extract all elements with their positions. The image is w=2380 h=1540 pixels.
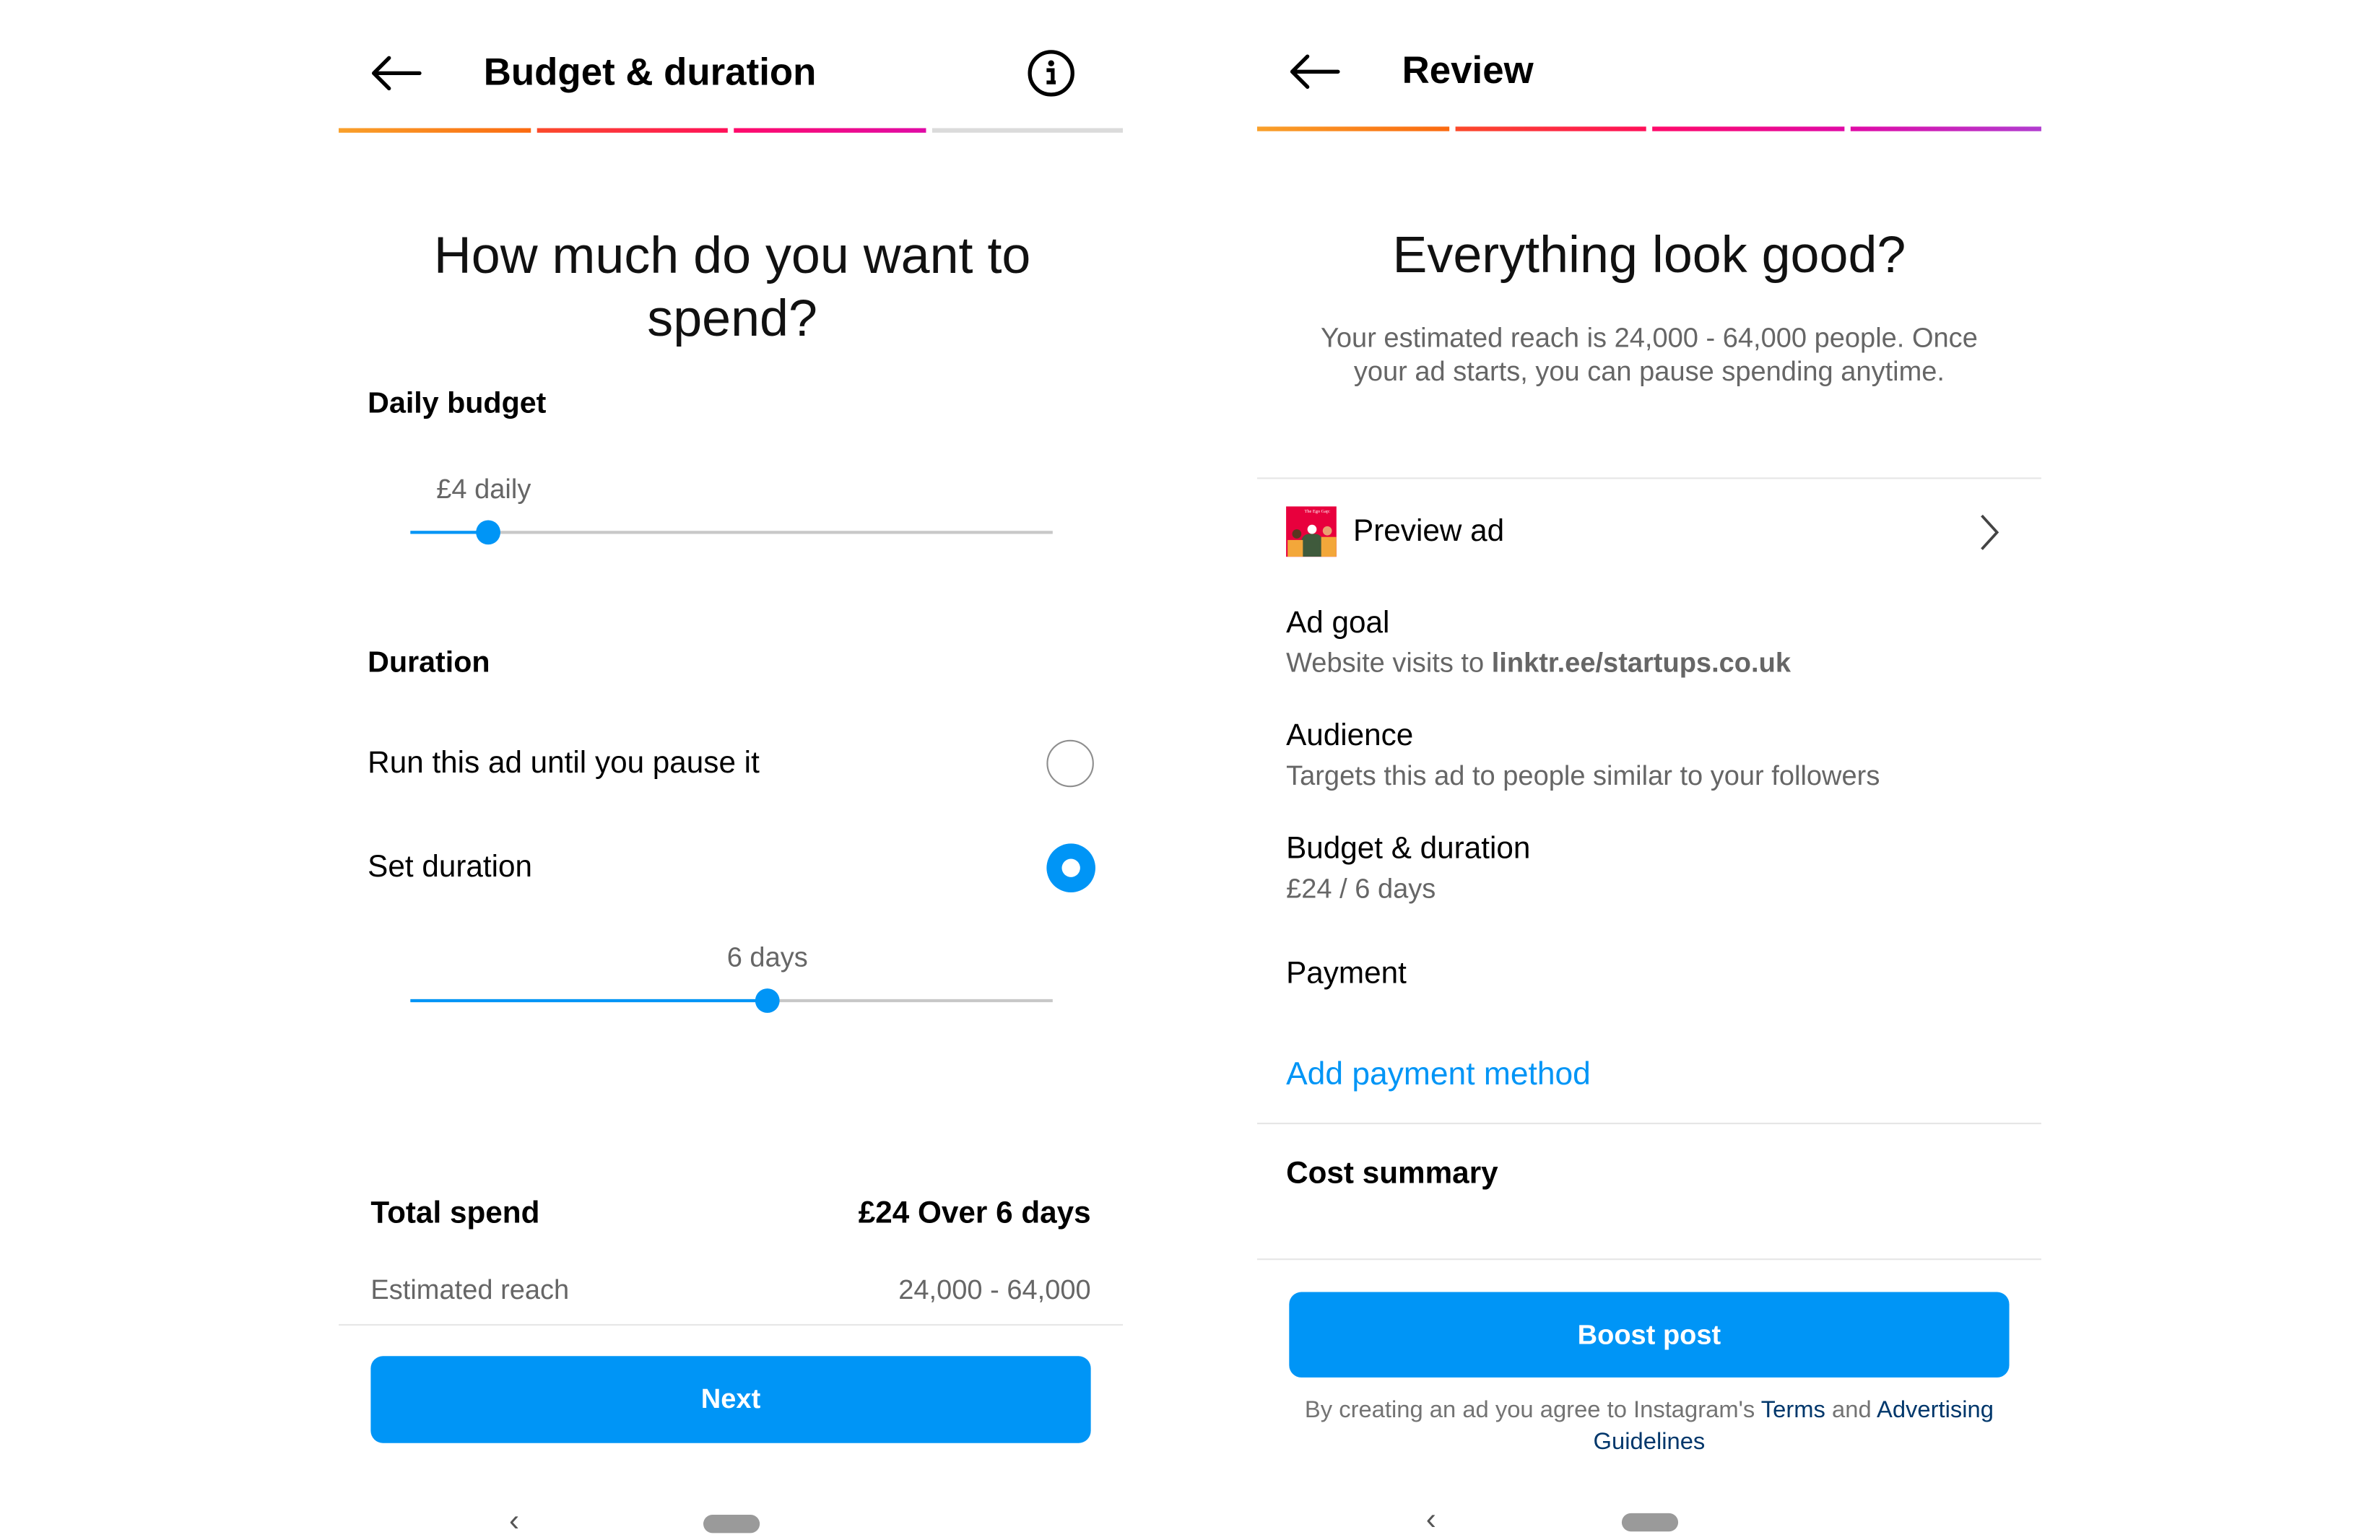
divider <box>1256 1258 2041 1261</box>
question-heading: How much do you want to spend? <box>433 227 1031 348</box>
next-button[interactable]: Next <box>370 1356 1091 1443</box>
audience-value: Targets this ad to people similar to you… <box>1286 760 1880 791</box>
slider-fill <box>410 531 488 534</box>
audience-label: Audience <box>1286 719 1414 753</box>
review-heading: Everything look good? <box>1392 226 1906 285</box>
ad-goal-value: Website visits to linktr.ee/startups.co.… <box>1286 648 1791 679</box>
duration-value: 6 days <box>726 941 808 973</box>
duration-label: Duration <box>368 645 490 680</box>
advertising-link[interactable]: Advertising <box>1876 1397 1994 1424</box>
option-set-duration[interactable]: Set duration <box>368 850 533 884</box>
duration-slider[interactable] <box>410 988 1053 1013</box>
progress-step-4 <box>931 128 1124 133</box>
nav-back-icon[interactable]: ‹ <box>1425 1503 1436 1537</box>
payment-label: Payment <box>1286 957 1407 991</box>
estimated-reach-value: 24,000 - 64,000 <box>898 1274 1091 1305</box>
boost-post-button[interactable]: Boost post <box>1289 1292 2010 1378</box>
preview-ad-label: Preview ad <box>1353 515 1505 549</box>
nav-home-pill[interactable] <box>703 1515 760 1534</box>
progress-step-3 <box>734 128 926 133</box>
estimated-reach-label: Estimated reach <box>370 1274 570 1305</box>
daily-budget-value: £4 daily <box>436 474 531 505</box>
review-subtitle-line-2: your ad starts, you can pause spending a… <box>1353 356 1945 387</box>
progress-step-3 <box>1652 126 1845 131</box>
legal-text: By creating an ad you agree to Instagram… <box>1304 1397 1994 1424</box>
divider <box>339 1323 1124 1326</box>
divider <box>1256 477 2041 479</box>
slider-fill <box>410 999 767 1003</box>
slider-thumb[interactable] <box>475 520 500 545</box>
guidelines-link[interactable]: Guidelines <box>1593 1429 1706 1456</box>
terms-link[interactable]: Terms <box>1760 1397 1825 1424</box>
slider-track <box>410 531 1053 534</box>
nav-back-icon[interactable]: ‹ <box>508 1505 520 1539</box>
progress-step-2 <box>537 128 728 133</box>
back-arrow-icon[interactable] <box>1289 53 1341 90</box>
back-arrow-icon[interactable] <box>370 55 422 92</box>
progress-step-1 <box>1256 126 1450 131</box>
progress-step-2 <box>1455 126 1646 131</box>
cost-summary-label: Cost summary <box>1286 1157 1498 1191</box>
page-title: Review <box>1402 49 1534 92</box>
option-run-until-paused[interactable]: Run this ad until you pause it <box>368 747 760 780</box>
daily-budget-slider[interactable] <box>410 520 1053 545</box>
review-subtitle-line-1: Your estimated reach is 24,000 - 64,000 … <box>1321 322 1978 354</box>
budget-duration-label: Budget & duration <box>1286 832 1531 866</box>
ad-goal-label: Ad goal <box>1286 606 1390 640</box>
chevron-right-icon <box>1981 514 1999 550</box>
ad-goal-prefix: Website visits to <box>1286 647 1492 679</box>
total-spend-value: £24 Over 6 days <box>858 1196 1091 1230</box>
slider-thumb[interactable] <box>755 988 779 1013</box>
info-icon[interactable] <box>1027 49 1076 98</box>
progress-step-4 <box>1850 126 2041 131</box>
nav-home-pill[interactable] <box>1621 1513 1679 1532</box>
progress-step-1 <box>339 128 531 133</box>
add-payment-method-link[interactable]: Add payment method <box>1286 1057 1591 1092</box>
divider <box>1256 1123 2041 1125</box>
ad-goal-link[interactable]: linktr.ee/startups.co.uk <box>1491 647 1791 679</box>
ad-thumbnail: The Ego Gap: <box>1286 506 1337 557</box>
radio-set-duration[interactable] <box>1046 843 1095 892</box>
radio-run-until-paused[interactable] <box>1046 739 1094 788</box>
total-spend-label: Total spend <box>370 1196 540 1230</box>
page-title: Budget & duration <box>483 51 817 94</box>
daily-budget-label: Daily budget <box>368 386 547 421</box>
budget-duration-value: £24 / 6 days <box>1286 873 1436 904</box>
